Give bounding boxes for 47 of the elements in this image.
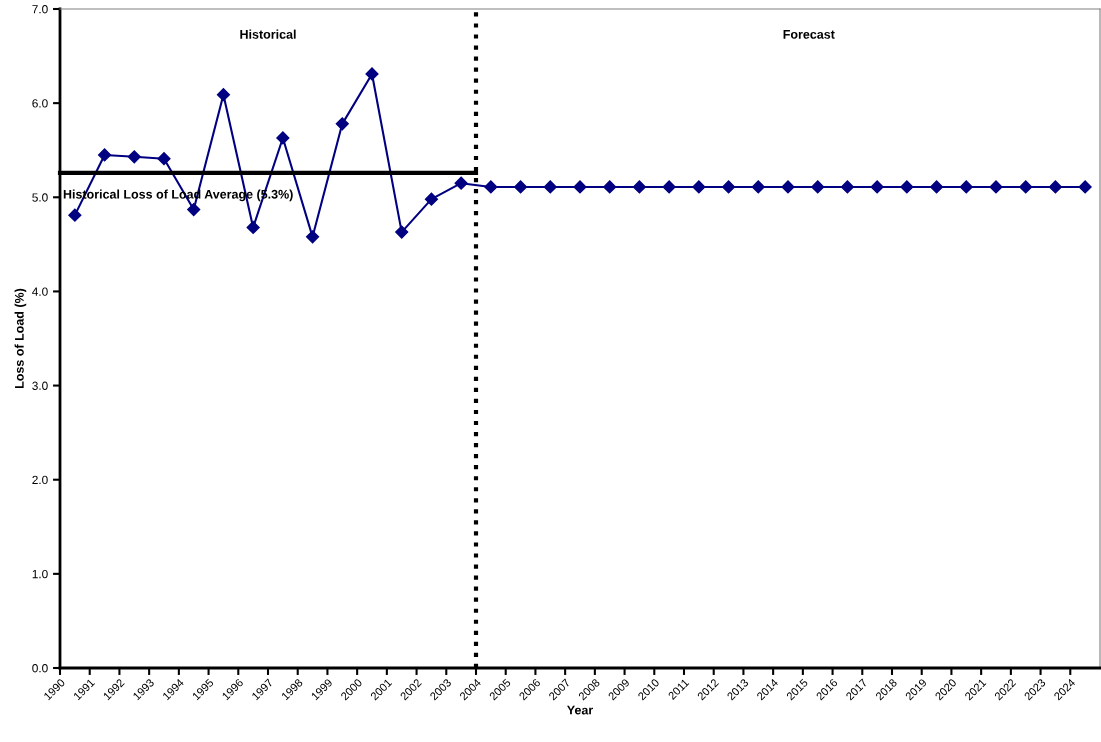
point: [395, 225, 409, 239]
point: [68, 208, 82, 222]
point: [632, 180, 647, 194]
point: [246, 220, 260, 234]
point: [721, 180, 736, 194]
point: [989, 180, 1003, 194]
point: [751, 180, 765, 194]
point: [1048, 180, 1063, 194]
point: [157, 152, 171, 166]
point: [662, 180, 676, 194]
y-tick-label: 5.0: [32, 193, 48, 202]
y-tick-label: 7.0: [32, 5, 48, 14]
point: [187, 202, 201, 217]
point: [454, 176, 468, 190]
annotation: Forecast: [783, 30, 835, 39]
point: [959, 180, 973, 194]
point: [305, 230, 320, 244]
point: [335, 117, 349, 131]
point: [513, 180, 528, 194]
point: [276, 131, 290, 145]
point: [781, 180, 795, 194]
y-tick-label: 6.0: [32, 99, 48, 108]
point: [929, 180, 944, 194]
point: [424, 192, 439, 206]
point: [365, 67, 379, 81]
y-tick-label: 4.0: [32, 287, 48, 296]
point: [692, 180, 706, 194]
x-axis-title: Year: [567, 705, 594, 715]
point: [484, 180, 498, 194]
y-tick-label: 0.0: [32, 664, 48, 673]
y-axis-title: Loss of Load (%): [14, 288, 27, 388]
point: [900, 180, 914, 194]
y-tick-label: 3.0: [32, 381, 48, 390]
y-tick-label: 2.0: [32, 475, 48, 485]
point: [603, 180, 617, 194]
point: [840, 180, 855, 194]
point: [870, 180, 884, 194]
point: [127, 150, 141, 164]
y-tick-label: 1.0: [32, 569, 48, 579]
point: [543, 180, 557, 194]
point: [573, 180, 587, 194]
annotation: Historical: [240, 29, 296, 39]
point: [811, 180, 825, 194]
point: [97, 148, 112, 162]
point: [1019, 180, 1033, 194]
point: [1078, 180, 1092, 194]
point: [216, 88, 231, 102]
